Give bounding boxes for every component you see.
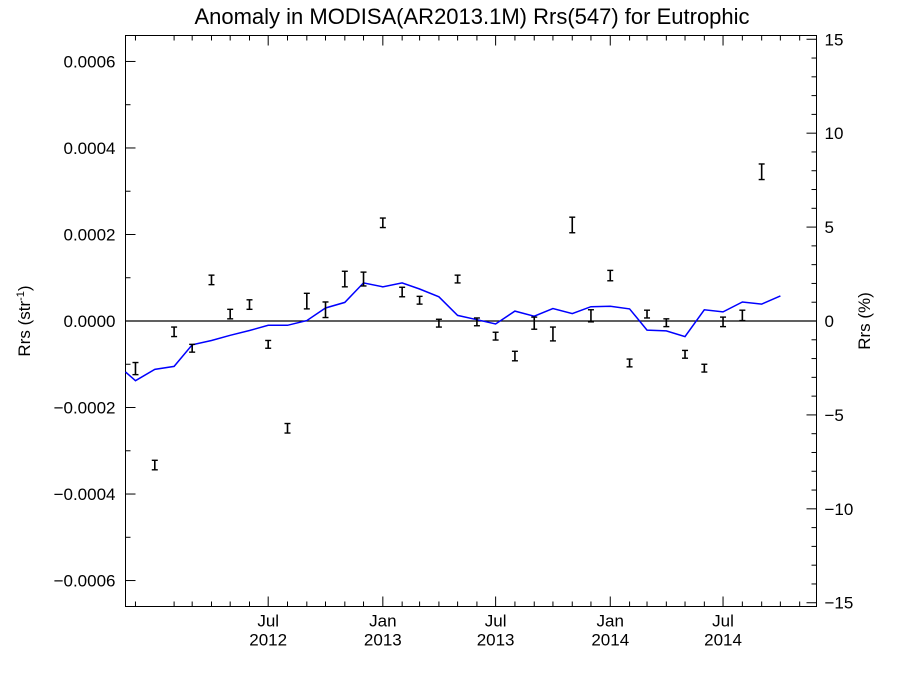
y-right-tick-label: −5 — [825, 406, 844, 425]
errorbar-point — [399, 286, 406, 298]
errorbar-point — [171, 326, 178, 338]
errorbar-point — [265, 339, 272, 349]
x-tick-label-month: Jul — [712, 612, 734, 631]
y-axis-left-title: Rrs (str-1) — [15, 285, 34, 356]
errorbar-point — [644, 309, 651, 319]
errorbar-point — [151, 459, 158, 471]
errorbar-point — [587, 309, 594, 323]
errorbar-point — [626, 358, 633, 368]
errorbar-point — [435, 318, 442, 328]
rolling-mean-series — [125, 282, 781, 382]
x-tick-label-month: Jan — [369, 612, 396, 631]
errorbar-point — [189, 343, 196, 353]
errorbar-point — [341, 270, 348, 288]
y-axis-right-title: Rrs (%) — [855, 292, 874, 350]
y-right-tick-label: 5 — [825, 218, 834, 237]
errorbar-point — [739, 309, 746, 322]
errorbar-point — [663, 318, 670, 328]
errorbar-point — [682, 349, 689, 359]
errorbar-point — [454, 274, 461, 284]
tick-labels: 0.0006 0.0004 0.0002 0.0000 −0.0002 −0.0004 −0… — [54, 30, 854, 649]
errorbar-point — [473, 317, 480, 327]
errorbar-point — [284, 422, 291, 434]
errorbar-point — [379, 217, 386, 229]
x-tick-label-year: 2013 — [364, 631, 402, 650]
y-right-tick-label: 15 — [825, 30, 844, 49]
y-left-tick-label: 0.0006 — [64, 52, 116, 71]
errorbar-point — [208, 274, 215, 286]
errorbar-point — [701, 363, 708, 373]
errorbar-point — [720, 316, 727, 328]
y-right-tick-label: −10 — [825, 500, 854, 519]
y-left-tick-label: −0.0006 — [54, 572, 116, 591]
errorbar-point — [569, 216, 576, 234]
x-tick-label-year: 2013 — [477, 631, 515, 650]
x-tick-label-month: Jul — [485, 612, 507, 631]
errorbar-point — [607, 269, 614, 282]
y-left-tick-label: 0.0000 — [64, 312, 116, 331]
y-right-tick-label: 0 — [825, 312, 834, 331]
anomaly-errorbar-series — [132, 163, 765, 471]
x-tick-label-year: 2012 — [249, 631, 287, 650]
errorbar-point — [492, 331, 499, 341]
y-left-tick-label: −0.0002 — [54, 399, 116, 418]
y-right-tick-label: −15 — [825, 594, 854, 613]
chart-title: Anomaly in MODISA(AR2013.1M) Rrs(547) fo… — [194, 4, 749, 29]
errorbar-point — [246, 299, 253, 311]
x-tick-label-year: 2014 — [591, 631, 629, 650]
x-tick-label-month: Jul — [257, 612, 279, 631]
y-left-tick-label: 0.0004 — [64, 139, 116, 158]
y-left-tick-label: 0.0002 — [64, 225, 116, 244]
errorbar-point — [416, 295, 423, 305]
errorbar-point — [303, 292, 310, 310]
errorbar-point — [227, 308, 234, 320]
errorbar-point — [758, 163, 765, 181]
x-tick-label-month: Jan — [597, 612, 624, 631]
errorbar-point — [132, 361, 139, 376]
y-right-tick-label: 10 — [825, 124, 844, 143]
errorbar-point — [531, 316, 538, 330]
errorbar-point — [549, 326, 556, 342]
y-left-tick-label: −0.0004 — [54, 485, 116, 504]
errorbar-point — [360, 271, 367, 287]
series-line — [125, 282, 781, 382]
errorbar-point — [322, 301, 329, 319]
errorbar-point — [511, 350, 518, 362]
x-tick-label-year: 2014 — [704, 631, 742, 650]
